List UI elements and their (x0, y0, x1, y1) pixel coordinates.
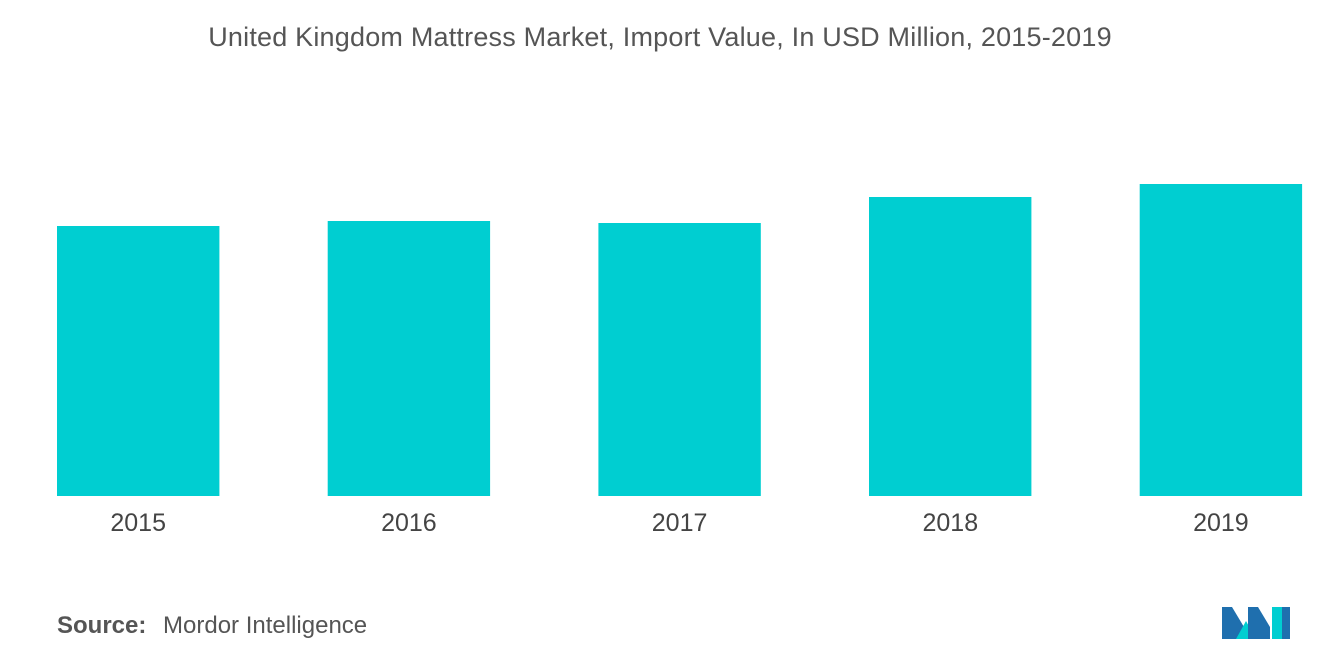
x-tick-label-2018: 2018 (922, 509, 978, 537)
x-tick-label-2015: 2015 (110, 509, 166, 537)
bar-2019 (1139, 184, 1303, 496)
source-text: Mordor Intelligence (163, 612, 368, 639)
x-tick-label-2017: 2017 (652, 509, 708, 537)
x-tick-label-2016: 2016 (381, 509, 437, 537)
bar-2018 (869, 197, 1032, 496)
source-label: Source: (57, 612, 147, 639)
bar-2017 (598, 223, 761, 496)
bar-2016 (327, 221, 491, 496)
chart-title: United Kingdom Mattress Market, Import V… (208, 22, 1112, 52)
source-note: Source: Mordor Intelligence (57, 612, 367, 640)
x-tick-label-2019: 2019 (1193, 509, 1249, 537)
bar-2015 (57, 226, 220, 496)
mordor-intelligence-logo-icon (1222, 607, 1290, 639)
bar-chart: 2015 2016 2017 2018 2019 (57, 184, 1303, 537)
